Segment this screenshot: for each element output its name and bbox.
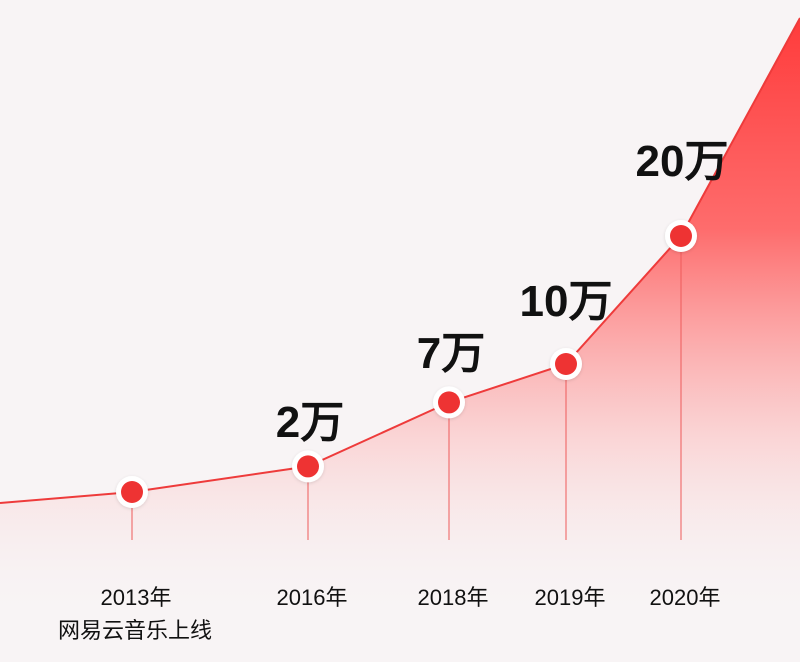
data-point bbox=[550, 348, 582, 380]
category-note: 网易云音乐上线 bbox=[58, 618, 212, 643]
data-point bbox=[116, 476, 148, 508]
year-label: 2020年 bbox=[650, 585, 721, 610]
data-point-dot bbox=[670, 225, 692, 247]
area-fill bbox=[0, 18, 800, 620]
year-label: 2013年 bbox=[101, 585, 172, 610]
data-point-dot bbox=[297, 455, 319, 478]
value-label: 7万 bbox=[417, 329, 485, 378]
year-label: 2019年 bbox=[535, 585, 606, 610]
year-label: 2016年 bbox=[277, 585, 348, 610]
data-point bbox=[665, 220, 697, 252]
data-point bbox=[292, 450, 324, 483]
data-point-dot bbox=[555, 353, 577, 375]
value-label: 2万 bbox=[276, 398, 344, 447]
year-label: 2018年 bbox=[418, 585, 489, 610]
data-point-dot bbox=[438, 391, 460, 414]
data-point-dot bbox=[121, 481, 143, 503]
data-point bbox=[433, 386, 465, 419]
value-label: 10万 bbox=[520, 277, 613, 326]
value-label: 20万 bbox=[636, 137, 729, 186]
